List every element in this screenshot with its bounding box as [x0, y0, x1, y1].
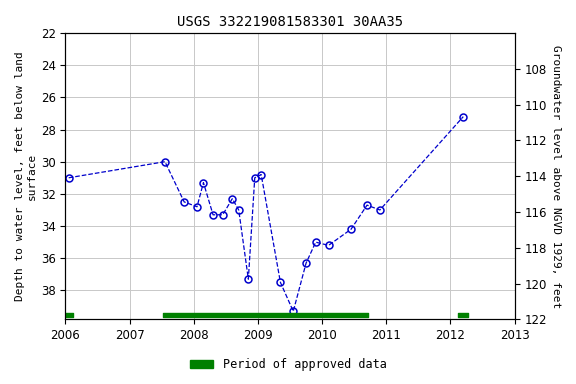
Y-axis label: Depth to water level, feet below land
surface: Depth to water level, feet below land su… — [15, 51, 37, 301]
Legend: Period of approved data: Period of approved data — [185, 354, 391, 376]
Title: USGS 332219081583301 30AA35: USGS 332219081583301 30AA35 — [177, 15, 403, 29]
Y-axis label: Groundwater level above NGVD 1929, feet: Groundwater level above NGVD 1929, feet — [551, 45, 561, 308]
